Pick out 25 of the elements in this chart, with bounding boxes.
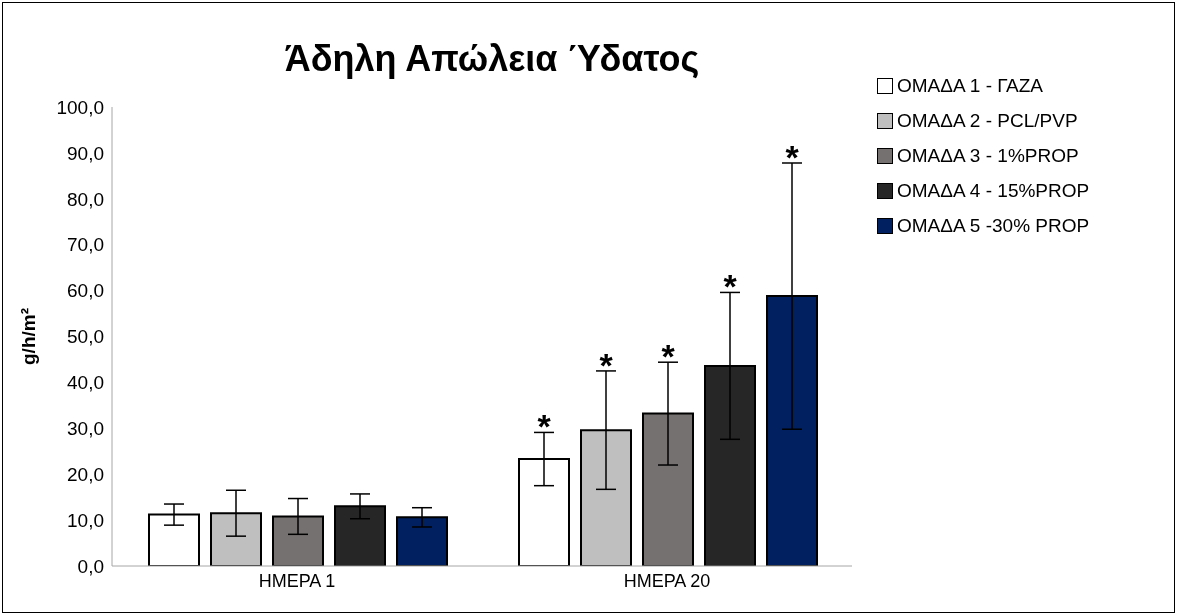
x-tick-label: ΗΜΕΡΑ 1 bbox=[258, 570, 336, 591]
y-tick-label: 100,0 bbox=[56, 96, 104, 118]
legend-label: ΟΜΑΔΑ 1 - ΓΑΖΑ bbox=[897, 74, 1043, 97]
chart-title: Άδηλη Απώλεια Ύδατος bbox=[283, 38, 701, 80]
annotation: * bbox=[723, 267, 738, 306]
y-tick-label: 10,0 bbox=[67, 509, 104, 531]
y-tick-label: 60,0 bbox=[67, 280, 104, 302]
y-tick-label: 30,0 bbox=[67, 418, 104, 440]
annotation: * bbox=[661, 337, 676, 376]
annotation: * bbox=[599, 345, 614, 384]
y-tick-label: 70,0 bbox=[67, 234, 104, 256]
legend-label: ΟΜΑΔΑ 4 - 15%PROP bbox=[897, 179, 1090, 202]
y-axis-title: g/h/m² bbox=[17, 308, 39, 365]
y-tick-label: 80,0 bbox=[67, 188, 104, 210]
y-tick-label: 40,0 bbox=[67, 372, 104, 394]
annotation: * bbox=[785, 138, 800, 176]
y-tick-label: 0,0 bbox=[77, 555, 104, 577]
legend-label: ΟΜΑΔΑ 2 - PCL/PVP bbox=[897, 109, 1078, 132]
legend-label: ΟΜΑΔΑ 5 -30% PROP bbox=[897, 214, 1090, 237]
legend-label: ΟΜΑΔΑ 3 - 1%PROP bbox=[897, 144, 1079, 167]
annotation: * bbox=[537, 407, 552, 446]
y-tick-label: 20,0 bbox=[67, 463, 104, 485]
y-tick-label: 50,0 bbox=[67, 326, 104, 348]
x-tick-label: ΗΜΕΡΑ 20 bbox=[623, 570, 711, 591]
y-tick-label: 90,0 bbox=[67, 142, 104, 164]
